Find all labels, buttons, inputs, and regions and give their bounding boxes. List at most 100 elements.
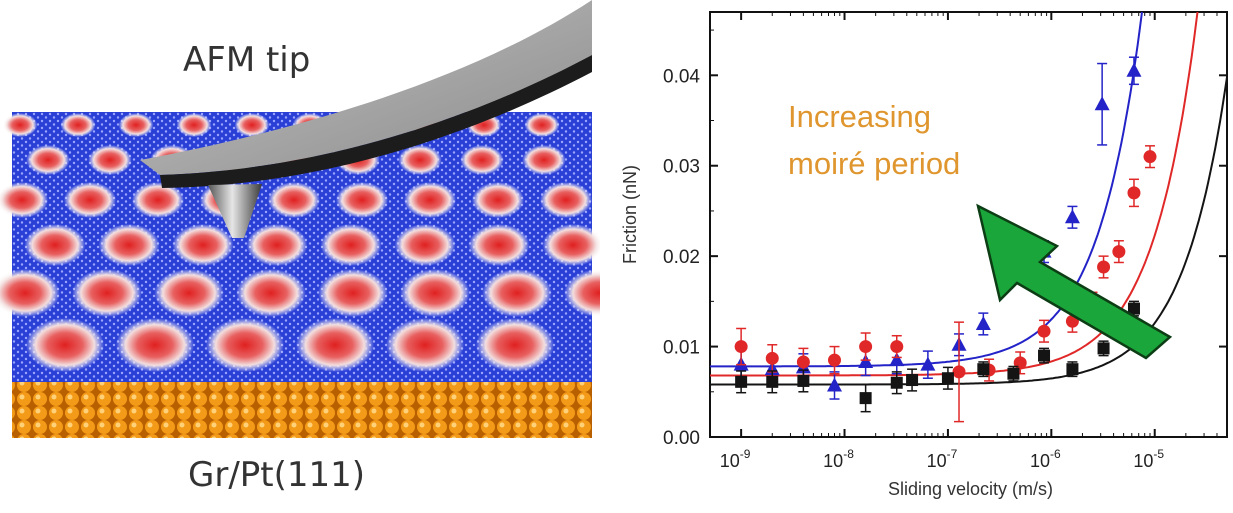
moire-spot (471, 182, 525, 218)
moire-spot (26, 145, 70, 175)
data-point-circle (828, 353, 842, 367)
moire-spot (0, 269, 60, 317)
moire-spot (246, 224, 308, 266)
data-point-triangle (1094, 96, 1110, 111)
data-point-square (977, 363, 990, 376)
cantilever (140, 0, 592, 175)
annotation-line-1: Increasing (788, 99, 931, 134)
moire-spot (98, 224, 160, 266)
moire-spot (394, 224, 456, 266)
moire-spot (88, 145, 132, 175)
y-tick-label: 0.01 (663, 338, 700, 359)
moire-spot (295, 318, 375, 372)
data-point-square (890, 376, 903, 389)
moire-spot (234, 113, 270, 137)
moire-spot (25, 318, 105, 372)
moire-spot (172, 224, 234, 266)
moire-spot (482, 269, 552, 317)
data-point-square (859, 392, 872, 405)
data-point-square (1007, 367, 1020, 380)
increasing-period-arrow (976, 203, 1173, 360)
moire-spot (335, 182, 389, 218)
x-tick-label: 10-8 (823, 447, 854, 471)
moire-spot (176, 113, 212, 137)
data-point-circle (734, 340, 748, 354)
moire-spot (60, 113, 96, 137)
moire-spot (118, 113, 154, 137)
moire-spot (154, 269, 224, 317)
moire-spot (24, 224, 86, 266)
data-point-triangle (858, 353, 874, 368)
moire-spot (475, 318, 555, 372)
moire-spot (385, 318, 465, 372)
data-point-triangle (827, 377, 843, 392)
data-point-triangle (975, 315, 991, 330)
data-point-square (1066, 363, 1079, 376)
data-point-square (766, 375, 779, 388)
data-point-circle (1112, 245, 1126, 259)
y-tick-label: 0.03 (663, 157, 700, 178)
moire-spot (131, 182, 185, 218)
chart-svg: 10-9 10-8 10-7 10-6 10-5 0.00 0.01 0.02 0.03 0.04… (620, 11, 1228, 499)
moire-spot (398, 145, 442, 175)
x-tick-label: 10-6 (1030, 447, 1061, 471)
moire-spot (320, 224, 382, 266)
moire-spot (2, 113, 38, 137)
data-point-circle (1143, 150, 1157, 164)
cantilever-edge (160, 55, 592, 188)
data-point-circle (1013, 356, 1027, 370)
x-tick-label: 10-5 (1133, 447, 1164, 471)
x-axis-title: Sliding velocity (m/s) (888, 479, 1053, 499)
moire-spot (72, 269, 142, 317)
data-point-square (797, 374, 810, 387)
afm-tip-label: AFM tip (183, 40, 311, 80)
moire-spot (267, 182, 321, 218)
data-point-square (735, 375, 748, 388)
y-axis-title: Friction (nN) (620, 165, 640, 264)
moire-spot (205, 318, 285, 372)
x-tick-label: 10-9 (720, 447, 751, 471)
y-tick-label: 0.04 (663, 66, 700, 87)
data-point-triangle (1064, 209, 1080, 224)
data-point-circle (952, 365, 966, 379)
plot-frame (709, 11, 1228, 438)
data-point-square (1127, 302, 1140, 315)
moire-spot (542, 224, 604, 266)
afm-schematic: AFM tip Gr/Pt(111) (0, 0, 634, 508)
data-point-circle (890, 340, 904, 354)
afm-schematic-drawing (0, 0, 634, 438)
y-tick-label: 0.00 (663, 428, 700, 449)
data-point-square (1038, 349, 1051, 362)
data-point-circle (1037, 324, 1051, 338)
afm-tip (208, 184, 262, 238)
moire-spot (403, 182, 457, 218)
data-point-circle (765, 351, 779, 365)
moire-spot (115, 318, 195, 372)
moire-spot (468, 224, 530, 266)
data-point-triangle (920, 356, 936, 371)
moire-spot (63, 182, 117, 218)
friction-chart: 10-9 10-8 10-7 10-6 10-5 0.00 0.01 0.02 0.03 0.04… (600, 0, 1233, 508)
platinum-substrate (12, 382, 592, 438)
annotation-line-2: moiré period (788, 146, 960, 181)
data-point-square (906, 374, 919, 387)
data-point-square (1097, 342, 1110, 355)
x-tick-label: 10-7 (927, 447, 958, 471)
moire-spot (524, 113, 560, 137)
moire-spot (318, 269, 388, 317)
moire-spot (539, 182, 593, 218)
moire-spot (460, 145, 504, 175)
data-point-square (941, 372, 954, 385)
data-point-circle (859, 340, 873, 354)
moire-spot (522, 145, 566, 175)
data-point-circle (1097, 260, 1111, 274)
y-tick-label: 0.02 (663, 247, 700, 268)
moire-spot (0, 182, 49, 218)
data-point-triangle (889, 352, 905, 367)
substrate-label: Gr/Pt(111) (188, 455, 366, 495)
data-point-circle (1127, 186, 1141, 200)
data-point-triangle (1126, 62, 1142, 77)
moire-spot (236, 269, 306, 317)
data-point-circle (796, 355, 810, 369)
moire-spot (400, 269, 470, 317)
